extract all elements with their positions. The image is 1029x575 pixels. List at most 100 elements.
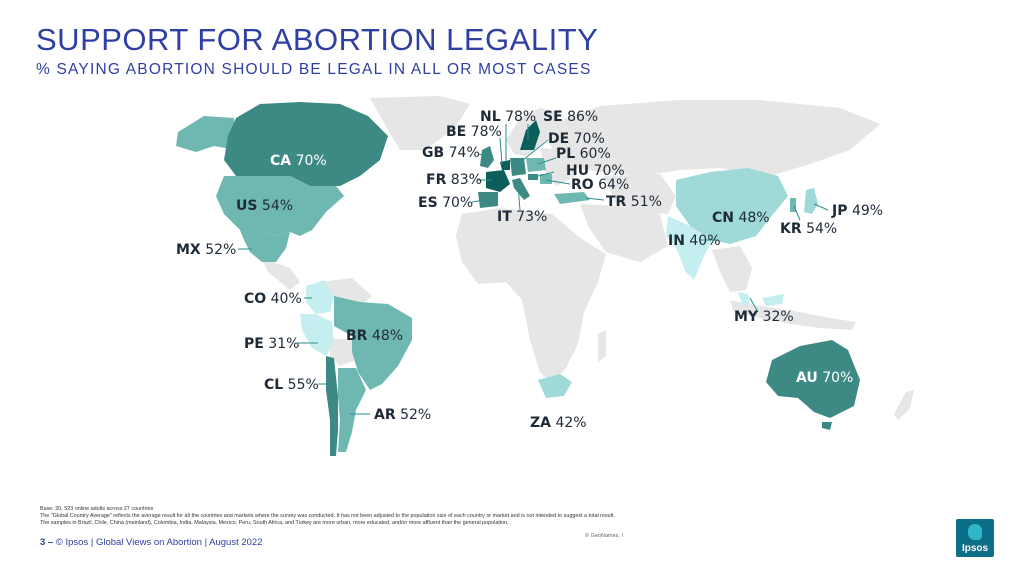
label-it: IT 73% [497, 209, 547, 225]
leader-tr [585, 197, 605, 201]
label-co-value: 40% [271, 291, 302, 307]
label-hu-value: 70% [594, 163, 625, 179]
base-land [262, 96, 914, 420]
region-co [306, 280, 334, 314]
label-pe-value: 31% [268, 336, 299, 352]
label-pe: PE 31% [244, 336, 299, 352]
region-cl [326, 356, 338, 456]
label-pl: PL 60% [556, 146, 611, 162]
label-ca-code: CA [270, 153, 291, 169]
region-jp [804, 188, 818, 214]
label-mx-value: 52% [205, 242, 236, 258]
label-in-code: IN [668, 233, 685, 249]
region-us-alaska [176, 116, 236, 152]
label-pe-code: PE [244, 336, 264, 352]
region-us [216, 176, 344, 236]
region-it [512, 178, 530, 200]
label-kr-code: KR [780, 221, 802, 237]
label-hu: HU 70% [566, 163, 625, 179]
map-credit: © GeoNames, I [585, 533, 623, 539]
footnote-average: The "Global Country Average" reflects th… [40, 513, 615, 519]
label-cl-value: 55% [288, 377, 319, 393]
label-pl-code: PL [556, 146, 575, 162]
region-au-tasmania [822, 422, 832, 430]
label-br: BR 48% [346, 328, 403, 344]
region-ca [224, 102, 388, 186]
label-co: CO 40% [244, 291, 302, 307]
footer-page-number: 3 – [40, 537, 54, 548]
region-br [334, 296, 412, 390]
label-de: DE 70% [548, 131, 605, 147]
ipsos-logo: Ipsos [956, 519, 994, 557]
footnotes: Base: 20, 523 online adults across 27 co… [40, 506, 820, 527]
label-be: BE 78% [446, 124, 502, 140]
label-be-code: BE [446, 124, 466, 140]
land-new-zealand [894, 390, 914, 420]
region-kr [790, 198, 796, 212]
page-subtitle: % SAYING ABORTION SHOULD BE LEGAL IN ALL… [36, 61, 592, 78]
leader-lines [238, 124, 829, 415]
region-ro [540, 174, 552, 184]
leader-jp [813, 203, 829, 211]
label-us-value: 54% [262, 198, 293, 214]
label-nl-code: NL [480, 109, 501, 125]
label-kr: KR 54% [780, 221, 837, 237]
label-mx-code: MX [176, 242, 201, 258]
region-au [766, 340, 860, 418]
label-it-value: 73% [516, 209, 547, 225]
leader-kr [793, 205, 801, 221]
label-tr: TR 51% [606, 194, 662, 210]
label-ro-code: RO [571, 177, 594, 193]
page-title: SUPPORT FOR ABORTION LEGALITY [36, 22, 599, 57]
label-ca: CA 70% [270, 153, 327, 169]
label-us: US 54% [236, 198, 293, 214]
label-au-code: AU [796, 370, 818, 386]
region-se [520, 120, 540, 150]
region-ar [338, 368, 366, 452]
label-nl-value: 78% [505, 109, 536, 125]
label-au-value: 70% [822, 370, 853, 386]
label-ro: RO 64% [571, 177, 629, 193]
region-cn [676, 168, 788, 244]
label-ar: AR 52% [374, 407, 431, 423]
label-se-value: 86% [567, 109, 598, 125]
land-north-south-america [320, 278, 372, 306]
leader-de [517, 139, 549, 165]
label-kr-value: 54% [806, 221, 837, 237]
leader-be [499, 137, 503, 165]
label-za-value: 42% [555, 415, 586, 431]
land-middle-east [580, 204, 668, 262]
region-pl [526, 158, 546, 172]
label-es: ES 70% [418, 195, 473, 211]
leader-es [471, 199, 485, 203]
footer: 3 – © Ipsos | Global Views on Abortion |… [40, 537, 263, 548]
label-hu-code: HU [566, 163, 589, 179]
label-es-value: 70% [442, 195, 473, 211]
label-ro-value: 64% [598, 177, 629, 193]
region-my [738, 292, 784, 306]
leader-hu [533, 171, 555, 178]
logo-mark-icon [968, 524, 982, 540]
footnote-samples: The samples in Brazil, Chile, China (mai… [40, 520, 509, 526]
label-se: SE 86% [543, 109, 598, 125]
label-ar-value: 52% [400, 407, 431, 423]
label-cl-code: CL [264, 377, 283, 393]
label-mx: MX 52% [176, 242, 236, 258]
region-za [538, 374, 572, 398]
label-de-code: DE [548, 131, 569, 147]
label-tr-value: 51% [631, 194, 662, 210]
logo-text: Ipsos [961, 543, 989, 554]
label-cn-code: CN [712, 210, 734, 226]
land-se-asia [712, 246, 752, 292]
land-central-america [262, 258, 300, 290]
label-pl-value: 60% [580, 146, 611, 162]
land-africa [456, 208, 606, 384]
label-au: AU 70% [796, 370, 853, 386]
label-ca-value: 70% [296, 153, 327, 169]
label-se-code: SE [543, 109, 563, 125]
region-es [478, 192, 498, 208]
label-es-code: ES [418, 195, 438, 211]
label-tr-code: TR [606, 194, 627, 210]
label-gb: GB 74% [422, 145, 480, 161]
footer-text: © Ipsos | Global Views on Abortion | Aug… [55, 537, 263, 548]
